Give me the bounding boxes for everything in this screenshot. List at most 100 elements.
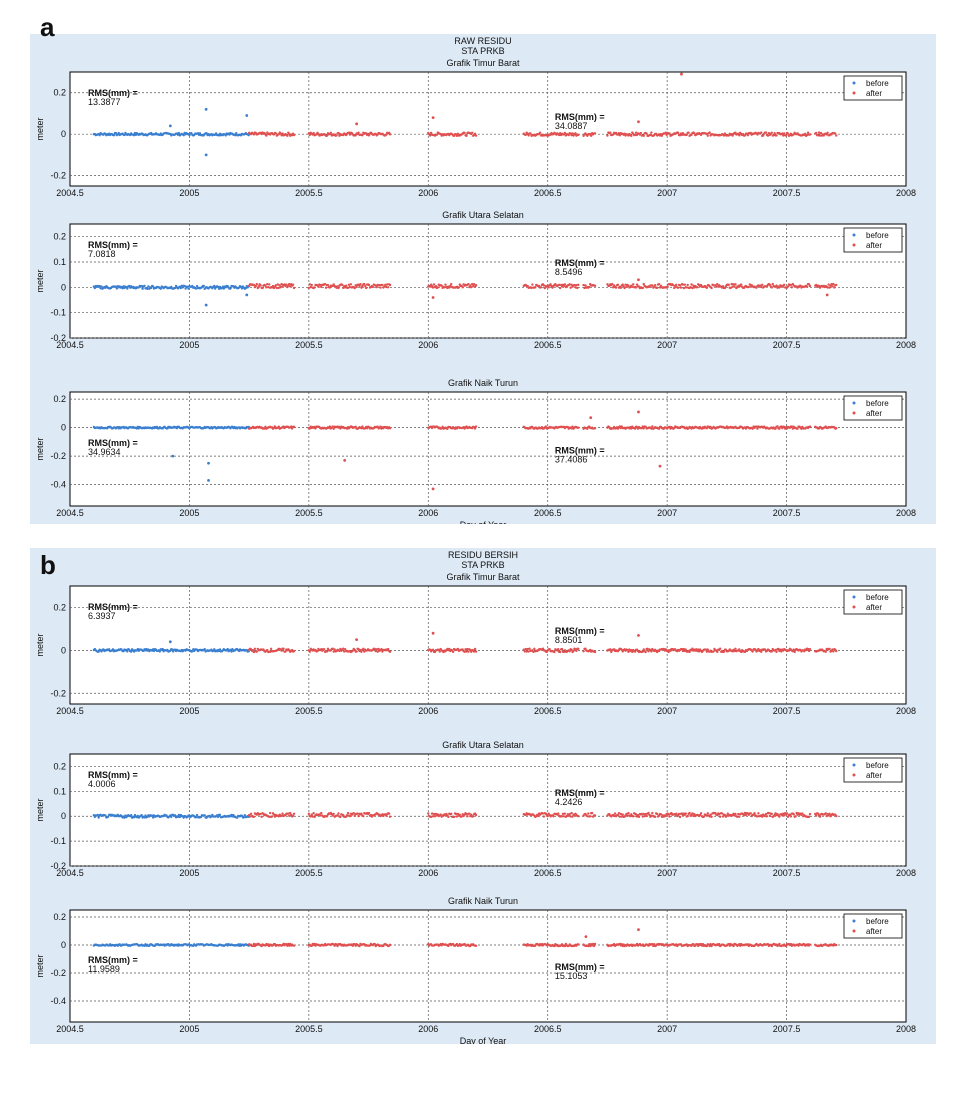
after-point: [570, 811, 573, 815]
after-point: [379, 286, 382, 289]
after-point: [702, 815, 706, 818]
after-point: [818, 815, 822, 818]
after-point: [775, 284, 778, 287]
y-tick-label: -0.2: [50, 451, 66, 461]
rms-before-value: 6.3937: [88, 611, 116, 621]
after-point: [732, 944, 735, 948]
y-tick-label: 0: [61, 129, 66, 139]
after-point: [764, 812, 768, 816]
after-point: [814, 283, 818, 287]
after-point: [378, 283, 381, 287]
after-point: [808, 133, 812, 136]
before-point: [240, 287, 244, 290]
x-tick-label: 2005: [179, 340, 199, 350]
after-point: [819, 131, 823, 135]
after-point: [648, 813, 651, 817]
after-point: [310, 944, 313, 948]
after-point: [591, 942, 595, 946]
before-point: [199, 815, 203, 819]
axes-box: [69, 909, 907, 1023]
after-outlier-point: [680, 72, 683, 76]
before-outlier-point: [207, 478, 210, 482]
after-point: [732, 283, 735, 286]
x-tick-label: 2006: [418, 508, 438, 518]
after-point: [251, 648, 255, 652]
after-point: [784, 134, 788, 137]
after-point: [289, 285, 292, 288]
after-point: [627, 284, 630, 287]
after-point: [668, 815, 671, 818]
before-point: [129, 650, 133, 653]
before-point: [217, 287, 221, 290]
legend-after-label: after: [866, 409, 882, 418]
after-point: [655, 812, 659, 816]
after-point: [577, 426, 580, 429]
after-point: [458, 813, 462, 817]
after-point: [272, 813, 276, 816]
legend-after-marker: [852, 773, 856, 777]
after-point: [746, 133, 750, 137]
after-point: [634, 813, 638, 816]
after-point: [817, 131, 821, 134]
before-point: [176, 815, 180, 819]
subplot-title: Grafik Utara Selatan: [442, 210, 524, 220]
after-point: [457, 286, 461, 289]
before-point: [186, 285, 189, 289]
after-point: [574, 286, 577, 289]
after-point: [570, 648, 573, 652]
after-point: [673, 286, 676, 290]
after-point: [705, 814, 708, 817]
x-tick-label: 2005: [179, 1024, 199, 1034]
after-point: [309, 285, 312, 289]
after-point: [434, 284, 438, 288]
y-tick-label: -0.2: [50, 861, 66, 871]
after-point: [830, 282, 833, 286]
after-point: [718, 942, 721, 946]
after-point: [792, 648, 795, 651]
after-point: [666, 285, 669, 289]
before-point: [126, 650, 129, 653]
after-point: [571, 815, 574, 818]
after-point: [291, 283, 295, 286]
legend-after-marker: [852, 929, 856, 933]
after-point: [789, 283, 793, 287]
after-point: [643, 814, 646, 818]
after-point: [682, 647, 686, 651]
after-point: [835, 814, 838, 818]
legend-before-label: before: [866, 917, 889, 926]
after-point: [530, 286, 533, 290]
after-point: [386, 283, 389, 286]
x-tick-label: 2008: [896, 868, 916, 878]
after-point: [582, 283, 585, 287]
after-point: [705, 944, 708, 948]
after-point: [834, 132, 837, 135]
after-point: [553, 944, 556, 948]
after-point: [734, 131, 737, 134]
after-point: [465, 650, 468, 653]
after-point: [557, 133, 561, 137]
rms-after-value: 4.2426: [555, 797, 583, 807]
after-point: [667, 813, 670, 816]
after-point: [650, 427, 653, 430]
after-point: [734, 283, 737, 286]
after-point: [267, 285, 270, 289]
after-point: [381, 283, 384, 287]
rms-before-value: 11.9589: [88, 964, 120, 974]
after-point: [363, 650, 366, 653]
after-point: [611, 286, 615, 289]
x-tick-label: 2004.5: [56, 340, 84, 350]
after-point: [616, 283, 620, 286]
x-tick-label: 2007.5: [773, 340, 801, 350]
after-point: [572, 649, 575, 653]
y-tick-label: -0.2: [50, 688, 66, 698]
after-point: [331, 647, 334, 650]
y-tick-label: -0.2: [50, 333, 66, 343]
after-point: [249, 812, 253, 816]
rms-after-label: RMS(mm) =: [555, 258, 605, 268]
after-outlier-point: [431, 296, 435, 299]
after-point: [364, 286, 368, 290]
after-point: [292, 286, 296, 290]
after-point: [450, 812, 453, 816]
after-point: [705, 650, 708, 653]
